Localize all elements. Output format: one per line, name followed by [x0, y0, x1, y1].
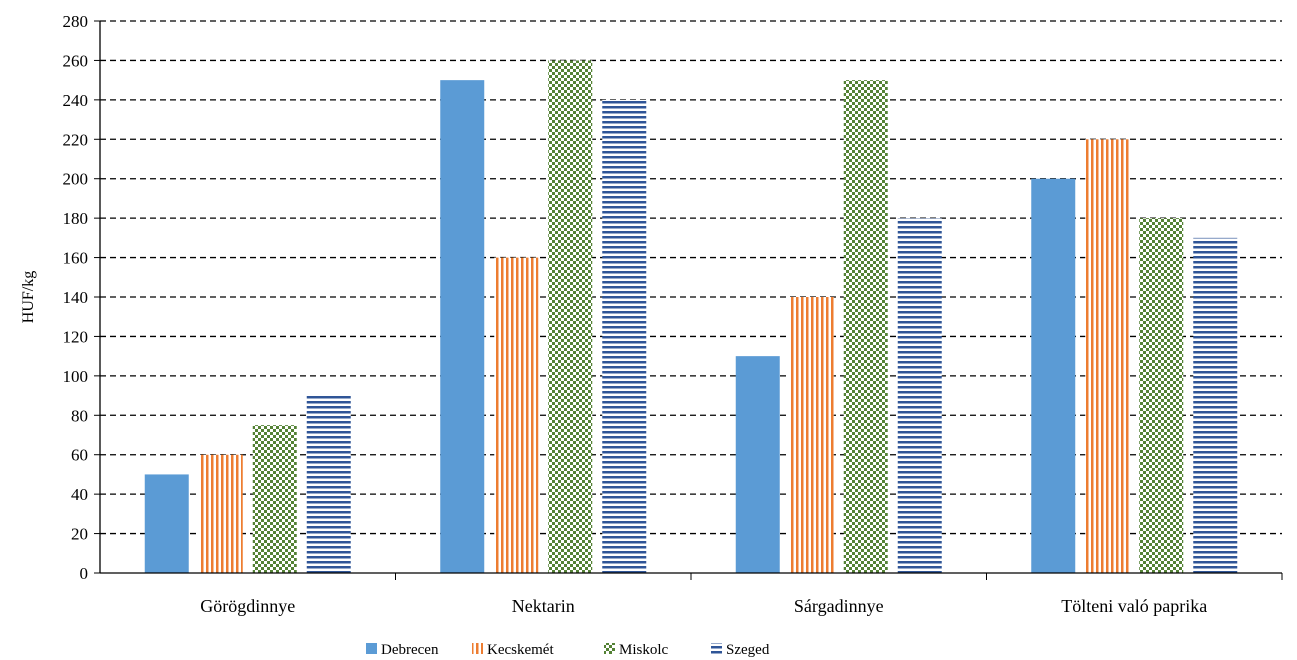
legend-label: Kecskemét: [487, 642, 554, 658]
y-tick-label: 140: [63, 288, 89, 307]
bar-miskolc-3: [843, 80, 888, 574]
x-category-label: Tölteni való paprika: [1061, 596, 1207, 616]
y-tick-label: 100: [63, 367, 89, 386]
bar-miskolc-4: [1139, 218, 1184, 573]
y-axis-label: HUF/kg: [20, 271, 37, 323]
x-category-label: Nektarin: [512, 596, 575, 616]
legend-item: Kecskemét: [472, 642, 554, 658]
bar-kecskem-t-3: [789, 297, 834, 573]
bar-debrecen-3: [735, 356, 780, 573]
y-tick-label: 260: [63, 51, 89, 70]
bar-debrecen-1: [144, 474, 189, 573]
y-tick-label: 240: [63, 91, 89, 110]
y-tick-label: 280: [63, 12, 89, 31]
legend-label: Szeged: [726, 642, 770, 658]
bar-szeged-4: [1193, 237, 1238, 573]
legend-swatch: [604, 643, 615, 654]
bar-debrecen-2: [440, 80, 485, 574]
y-tick-label: 160: [63, 249, 89, 268]
y-tick-label: 180: [63, 209, 89, 228]
y-tick-label: 120: [63, 327, 89, 346]
y-tick-label: 40: [71, 485, 88, 504]
legend-label: Miskolc: [619, 642, 669, 658]
y-tick-label: 200: [63, 170, 89, 189]
y-tick-label: 220: [63, 130, 89, 149]
legend: Debrecen Kecskemét Miskolc Szeged: [366, 642, 770, 658]
y-tick-label: 60: [71, 446, 88, 465]
y-tick-label: 20: [71, 525, 88, 544]
legend-item: Szeged: [711, 642, 770, 658]
y-tick-label: 0: [80, 564, 89, 583]
bar-miskolc-1: [252, 425, 297, 573]
bar-kecskem-t-4: [1085, 139, 1130, 574]
bar-kecskem-t-1: [198, 454, 243, 573]
legend-swatch: [366, 643, 377, 654]
legend-swatch: [472, 643, 483, 654]
legend-item: Debrecen: [366, 642, 439, 658]
legend-item: Miskolc: [604, 642, 669, 658]
bar-miskolc-2: [548, 60, 593, 573]
bar-szeged-3: [897, 218, 942, 573]
grid-lines: [100, 20, 1282, 535]
bar-szeged-1: [306, 395, 351, 573]
bar-kecskem-t-2: [494, 257, 539, 573]
bar-debrecen-4: [1031, 178, 1076, 573]
y-tick-label: 80: [71, 406, 88, 425]
bars: [144, 60, 1238, 574]
bar-szeged-2: [602, 99, 647, 573]
axes: 0 20 40 60 80 100 120 140 160 180 200 220 240 260 280 G…: [63, 12, 1283, 616]
x-category-label: Görögdinnye: [200, 596, 295, 616]
x-category-label: Sárgadinnye: [794, 596, 884, 616]
legend-label: Debrecen: [381, 642, 439, 658]
legend-swatch: [711, 643, 722, 654]
